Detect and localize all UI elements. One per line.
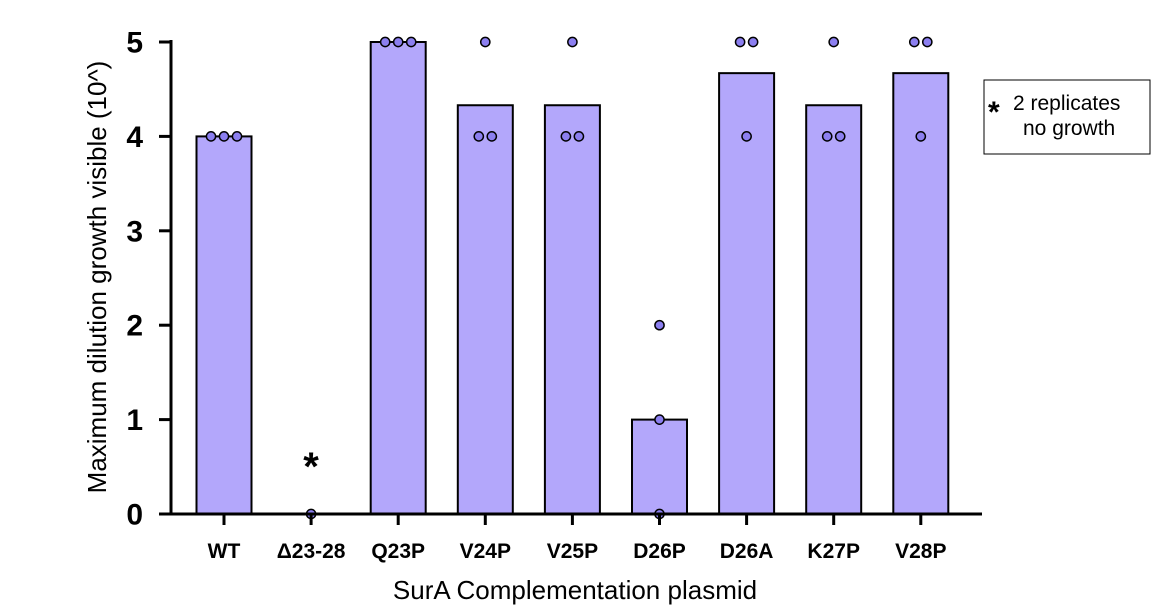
data-point (567, 36, 578, 48)
y-tick-label: 5 (126, 27, 143, 60)
x-tick-label: D26A (720, 540, 774, 563)
data-point (821, 131, 833, 142)
data-point (915, 131, 927, 142)
bar-7 (805, 104, 863, 516)
x-tick-label: V25P (547, 540, 598, 563)
data-point (834, 131, 846, 142)
data-point (573, 131, 585, 142)
y-ticks: 0 1 2 3 4 5 (126, 27, 171, 532)
annotations-layer: * (303, 445, 319, 489)
data-point (828, 36, 840, 48)
legend-box (983, 79, 1151, 155)
data-point (486, 131, 498, 142)
data-point (405, 36, 417, 48)
y-tick-label: 2 (126, 310, 143, 343)
x-tick-label: WT (208, 540, 241, 563)
data-point (218, 131, 230, 142)
x-ticks: WT Δ23-28 Q23P V24P V25P D26P D26A K27P V28P (208, 514, 946, 563)
bar-6 (718, 72, 776, 515)
data-point (908, 36, 920, 48)
bar-5 (631, 418, 688, 516)
data-point (741, 131, 752, 142)
data-point (473, 131, 485, 142)
y-tick-label: 4 (126, 121, 143, 154)
data-point (560, 131, 572, 142)
x-tick-label: Δ23-28 (277, 540, 346, 563)
x-tick-label: K27P (807, 540, 860, 563)
data-point (392, 36, 404, 48)
legend: * 2 replicates no growth (983, 79, 1151, 155)
data-point (654, 414, 665, 425)
data-point (654, 319, 665, 331)
x-axis-title: SurA Complementation plasmid (393, 575, 757, 605)
bar-2 (369, 41, 427, 515)
x-tick-label: V24P (460, 540, 511, 563)
legend-line-1: 2 replicates (1013, 92, 1120, 115)
y-axis-title: Maximum dilution growth visible (10^) (82, 61, 112, 494)
y-tick-label: 0 (126, 499, 143, 532)
x-tick-label: V28P (895, 540, 946, 563)
bars-layer (195, 41, 950, 516)
data-point (231, 131, 243, 142)
legend-star: * (988, 96, 1000, 129)
data-point (205, 131, 217, 142)
bar-3 (456, 104, 514, 516)
x-tick-label: Q23P (371, 540, 425, 563)
legend-line-2: no growth (1023, 117, 1115, 140)
x-tick-label: D26P (633, 540, 686, 563)
data-point (379, 36, 391, 48)
y-tick-label: 1 (126, 404, 143, 437)
data-point (921, 36, 933, 48)
bar-0 (195, 135, 253, 515)
bar-8 (892, 72, 950, 515)
annotation-star: * (303, 445, 319, 489)
data-point (734, 36, 746, 48)
bar-4 (543, 104, 601, 516)
y-tick-label: 3 (126, 215, 143, 248)
data-point (747, 36, 759, 48)
data-point (479, 36, 491, 48)
points-layer (205, 36, 933, 520)
